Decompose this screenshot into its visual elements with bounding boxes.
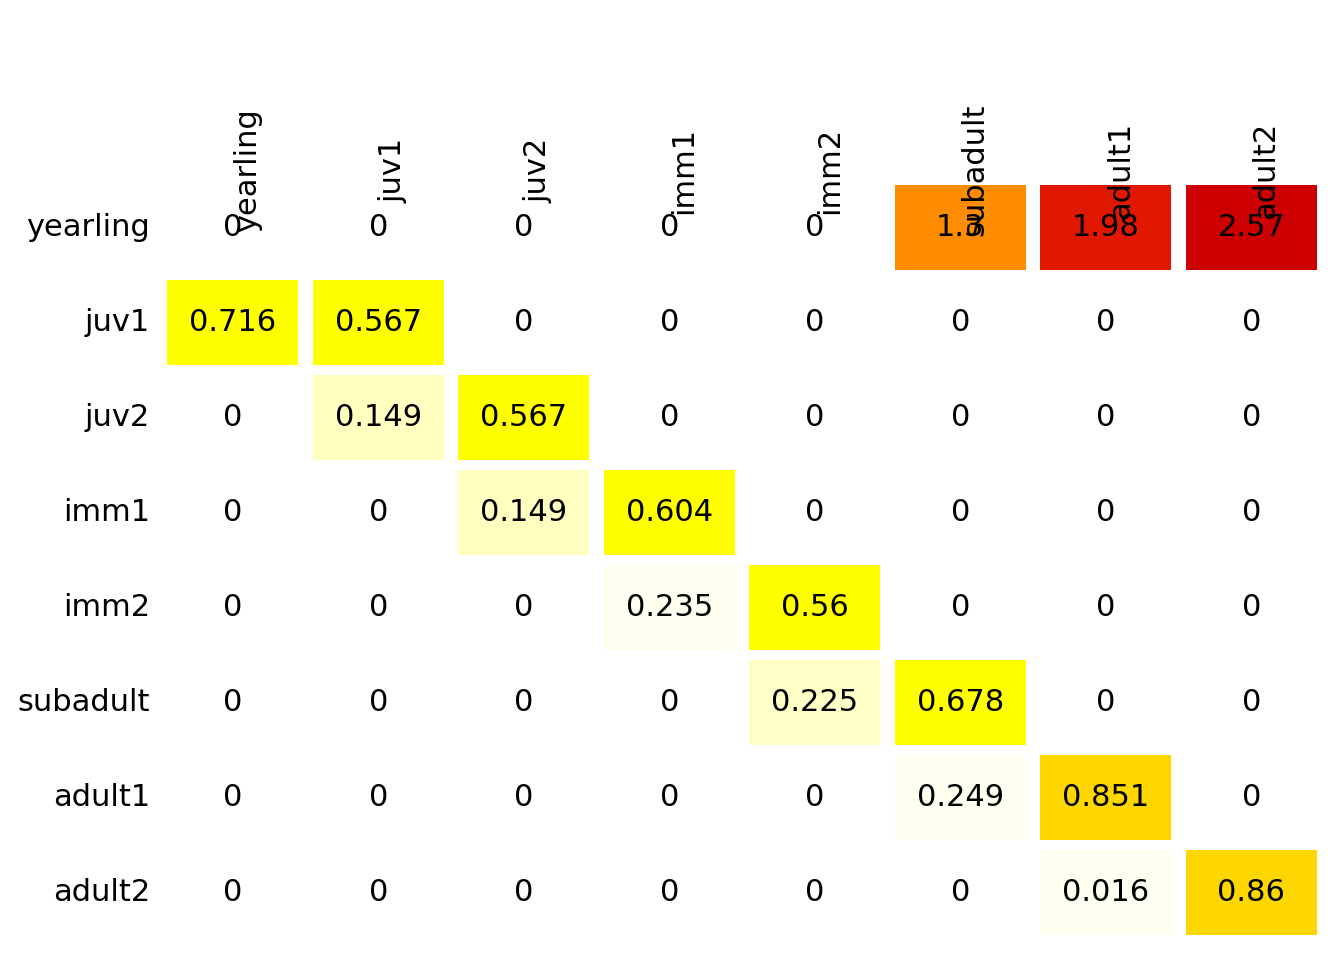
Text: 1.98: 1.98 [1071,213,1140,242]
Text: 0.678: 0.678 [917,688,1004,717]
Bar [1040,184,1171,271]
Text: 0: 0 [223,403,242,432]
Bar [895,184,1025,271]
Text: 0: 0 [223,593,242,622]
Text: 0: 0 [1242,498,1261,527]
Bar [895,755,1025,840]
Text: 0: 0 [660,213,679,242]
Text: 0.249: 0.249 [917,783,1004,812]
Bar [1040,755,1171,840]
Text: 0: 0 [1242,783,1261,812]
Text: 0: 0 [805,498,824,527]
Text: 0: 0 [368,783,388,812]
Text: juv1: juv1 [85,308,151,337]
Text: 0: 0 [223,878,242,907]
Bar [313,374,444,460]
Text: 0: 0 [368,498,388,527]
Text: 0.567: 0.567 [335,308,422,337]
Text: yearling: yearling [233,108,262,232]
Text: 0.716: 0.716 [190,308,277,337]
Text: adult1: adult1 [1106,121,1134,219]
Text: imm2: imm2 [814,127,844,213]
Text: 0: 0 [805,403,824,432]
Text: 0.567: 0.567 [480,403,567,432]
Text: 0: 0 [805,878,824,907]
Text: 0: 0 [1242,403,1261,432]
Text: juv2: juv2 [85,403,151,432]
Text: 0: 0 [368,593,388,622]
Text: 0: 0 [660,688,679,717]
Text: adult1: adult1 [52,783,151,812]
Bar [749,660,880,745]
Text: imm1: imm1 [669,127,699,213]
Text: subadult: subadult [17,688,151,717]
Text: juv2: juv2 [524,137,552,203]
Text: 0: 0 [1242,308,1261,337]
Bar [458,469,589,555]
Text: 0: 0 [660,783,679,812]
Text: 0: 0 [368,878,388,907]
Text: 0: 0 [950,878,970,907]
Text: 0: 0 [223,213,242,242]
Text: 0: 0 [805,213,824,242]
Text: 0: 0 [223,688,242,717]
Bar [458,374,589,460]
Bar [313,279,444,365]
Bar [1040,850,1171,935]
Bar [749,564,880,650]
Text: 0: 0 [513,308,534,337]
Text: adult2: adult2 [52,878,151,907]
Text: 0: 0 [660,403,679,432]
Text: 0: 0 [1097,403,1116,432]
Text: 0: 0 [950,498,970,527]
Text: 0: 0 [513,213,534,242]
Text: juv1: juv1 [378,137,407,203]
Text: 0: 0 [513,783,534,812]
Text: 0: 0 [950,593,970,622]
Bar [167,279,298,365]
Text: 0.149: 0.149 [335,403,422,432]
Text: 0: 0 [660,878,679,907]
Text: 0: 0 [368,688,388,717]
Text: imm2: imm2 [63,593,151,622]
Text: 0: 0 [950,308,970,337]
Text: adult2: adult2 [1251,121,1281,219]
Bar [603,564,735,650]
Text: 0.56: 0.56 [781,593,848,622]
Text: yearling: yearling [27,213,151,242]
Text: 0.235: 0.235 [625,593,712,622]
Text: 0: 0 [223,498,242,527]
Text: 0: 0 [1097,498,1116,527]
Bar [1185,850,1317,935]
Text: 0: 0 [1242,593,1261,622]
Text: 0: 0 [660,308,679,337]
Text: 0: 0 [1097,688,1116,717]
Text: 0.225: 0.225 [771,688,859,717]
Text: subadult: subadult [960,104,989,236]
Text: 0: 0 [805,783,824,812]
Text: 0: 0 [223,783,242,812]
Text: 0.016: 0.016 [1062,878,1149,907]
Bar [895,660,1025,745]
Text: 0.604: 0.604 [626,498,712,527]
Text: 0: 0 [368,213,388,242]
Text: 0: 0 [950,403,970,432]
Text: 0: 0 [1097,593,1116,622]
Text: 0.149: 0.149 [480,498,567,527]
Text: 0.86: 0.86 [1218,878,1285,907]
Text: 0: 0 [1242,688,1261,717]
Bar [603,469,735,555]
Text: 1.3: 1.3 [935,213,985,242]
Text: imm1: imm1 [63,498,151,527]
Text: 0: 0 [513,688,534,717]
Text: 0: 0 [805,308,824,337]
Text: 0: 0 [1097,308,1116,337]
Bar [1185,184,1317,271]
Text: 0: 0 [513,878,534,907]
Text: 2.57: 2.57 [1218,213,1285,242]
Text: 0: 0 [513,593,534,622]
Text: 0.851: 0.851 [1062,783,1149,812]
